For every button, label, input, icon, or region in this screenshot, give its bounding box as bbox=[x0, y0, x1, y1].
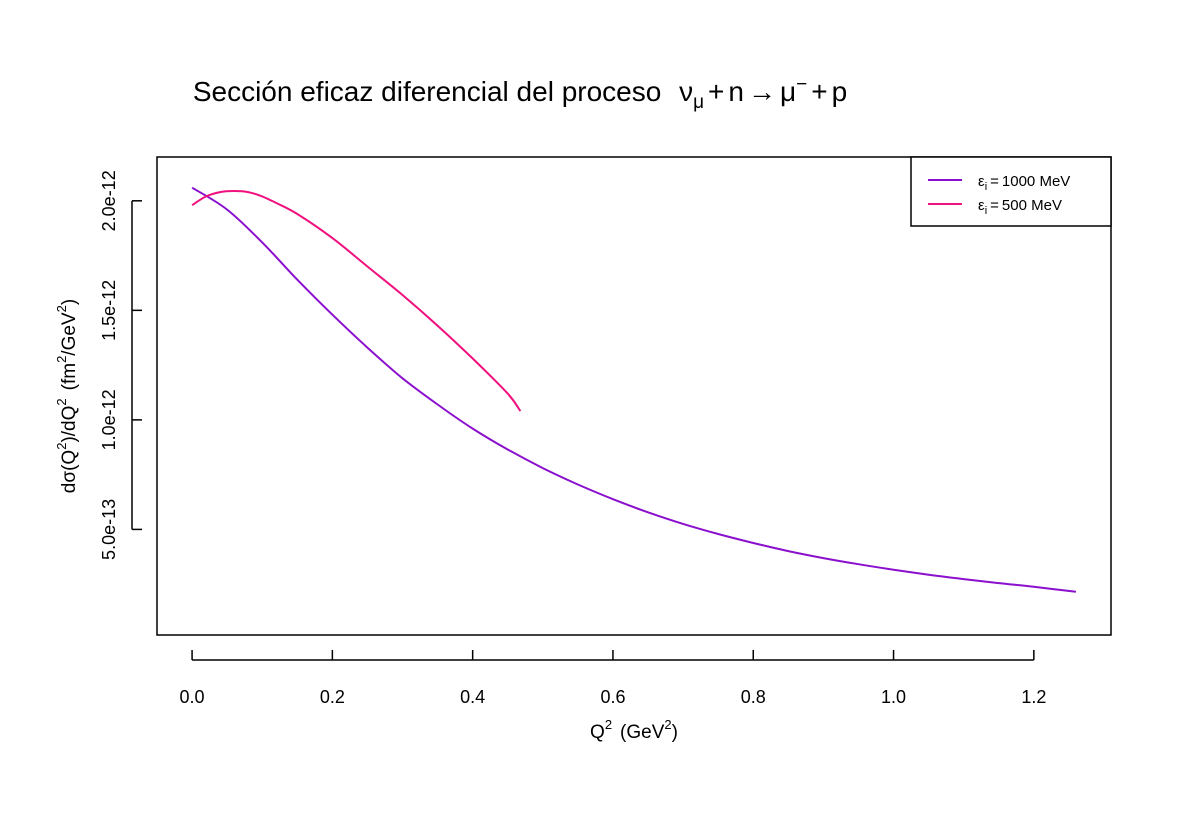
y-tick-label-3: 2.0e-12 bbox=[99, 170, 119, 231]
series-layer bbox=[191, 186, 1077, 593]
title-mu: μ bbox=[780, 76, 796, 107]
x-tick-label-3: 0.6 bbox=[600, 687, 625, 707]
legend-entry-1000: εi = 1000 MeV bbox=[978, 173, 1070, 193]
xlabel-base: Q bbox=[590, 722, 605, 743]
chart-title: Sección eficaz diferencial del proceso ν… bbox=[193, 74, 847, 113]
title-plus1: + bbox=[708, 76, 724, 107]
ylabel-part1: dσ(Q bbox=[59, 450, 80, 493]
x-tick-label-1: 0.2 bbox=[320, 687, 345, 707]
ylabel-part4: /GeV bbox=[59, 312, 80, 356]
legend-500-name: 500 MeV bbox=[1002, 197, 1062, 214]
ylabel-sup2: 2 bbox=[54, 398, 69, 405]
legend-1000-eq: = bbox=[990, 173, 999, 190]
legend-1000-name: 1000 MeV bbox=[1002, 173, 1070, 190]
xlabel-sup1: 2 bbox=[605, 717, 612, 732]
title-plus2: + bbox=[811, 76, 827, 107]
title-n: n bbox=[728, 76, 744, 107]
legend: εi = 1000 MeV εi = 500 MeV bbox=[910, 156, 1112, 227]
ylabel-part3: (fm bbox=[59, 363, 80, 390]
ylabel-sup4: 2 bbox=[54, 305, 69, 312]
legend-500-sub: i bbox=[985, 205, 987, 217]
y-axis-label: dσ(Q2)/dQ2(fm2/GeV2) bbox=[54, 299, 80, 493]
x-tick-label-6: 1.2 bbox=[1021, 687, 1046, 707]
ylabel-part2: )/dQ bbox=[59, 406, 80, 443]
x-tick-label-0: 0.0 bbox=[180, 687, 205, 707]
y-axis: 5.0e-13 1.0e-12 1.5e-12 2.0e-12 bbox=[99, 170, 142, 560]
legend-entry-500: εi = 500 MeV bbox=[978, 197, 1062, 217]
x-tick-label-4: 0.8 bbox=[741, 687, 766, 707]
y-tick-label-0: 5.0e-13 bbox=[99, 499, 119, 560]
title-arrow: → bbox=[748, 76, 776, 107]
x-axis: 0.0 0.2 0.4 0.6 0.8 1.0 1.2 bbox=[180, 650, 1046, 707]
x-tick-label-5: 1.0 bbox=[881, 687, 906, 707]
legend-1000-sub: i bbox=[985, 181, 987, 193]
chart-title-text: Sección eficaz diferencial del proceso bbox=[193, 76, 661, 107]
title-mu-sup: − bbox=[796, 74, 807, 95]
legend-500-eq: = bbox=[990, 197, 999, 214]
xlabel-sup2: 2 bbox=[664, 717, 671, 732]
y-tick-label-1: 1.0e-12 bbox=[99, 389, 119, 450]
legend-500-symbol: ε bbox=[978, 197, 985, 214]
title-nu-sub: μ bbox=[693, 92, 704, 113]
x-tick-label-2: 0.4 bbox=[460, 687, 485, 707]
y-tick-label-2: 1.5e-12 bbox=[99, 280, 119, 341]
title-nu: ν bbox=[679, 76, 693, 107]
series-line-0 bbox=[191, 186, 1077, 593]
title-p: p bbox=[832, 76, 848, 107]
x-axis-label: Q2 (GeV2) bbox=[590, 717, 678, 743]
series-line-1 bbox=[191, 189, 522, 412]
plot-area bbox=[156, 156, 1112, 636]
ylabel-sup1: 2 bbox=[54, 443, 69, 450]
ylabel-part5: ) bbox=[59, 299, 80, 305]
legend-1000-symbol: ε bbox=[978, 173, 985, 190]
xlabel-unit-open: (GeV bbox=[620, 722, 665, 743]
legend-box bbox=[910, 156, 1112, 227]
xlabel-unit-close: ) bbox=[672, 722, 678, 743]
ylabel-sup3: 2 bbox=[54, 356, 69, 363]
